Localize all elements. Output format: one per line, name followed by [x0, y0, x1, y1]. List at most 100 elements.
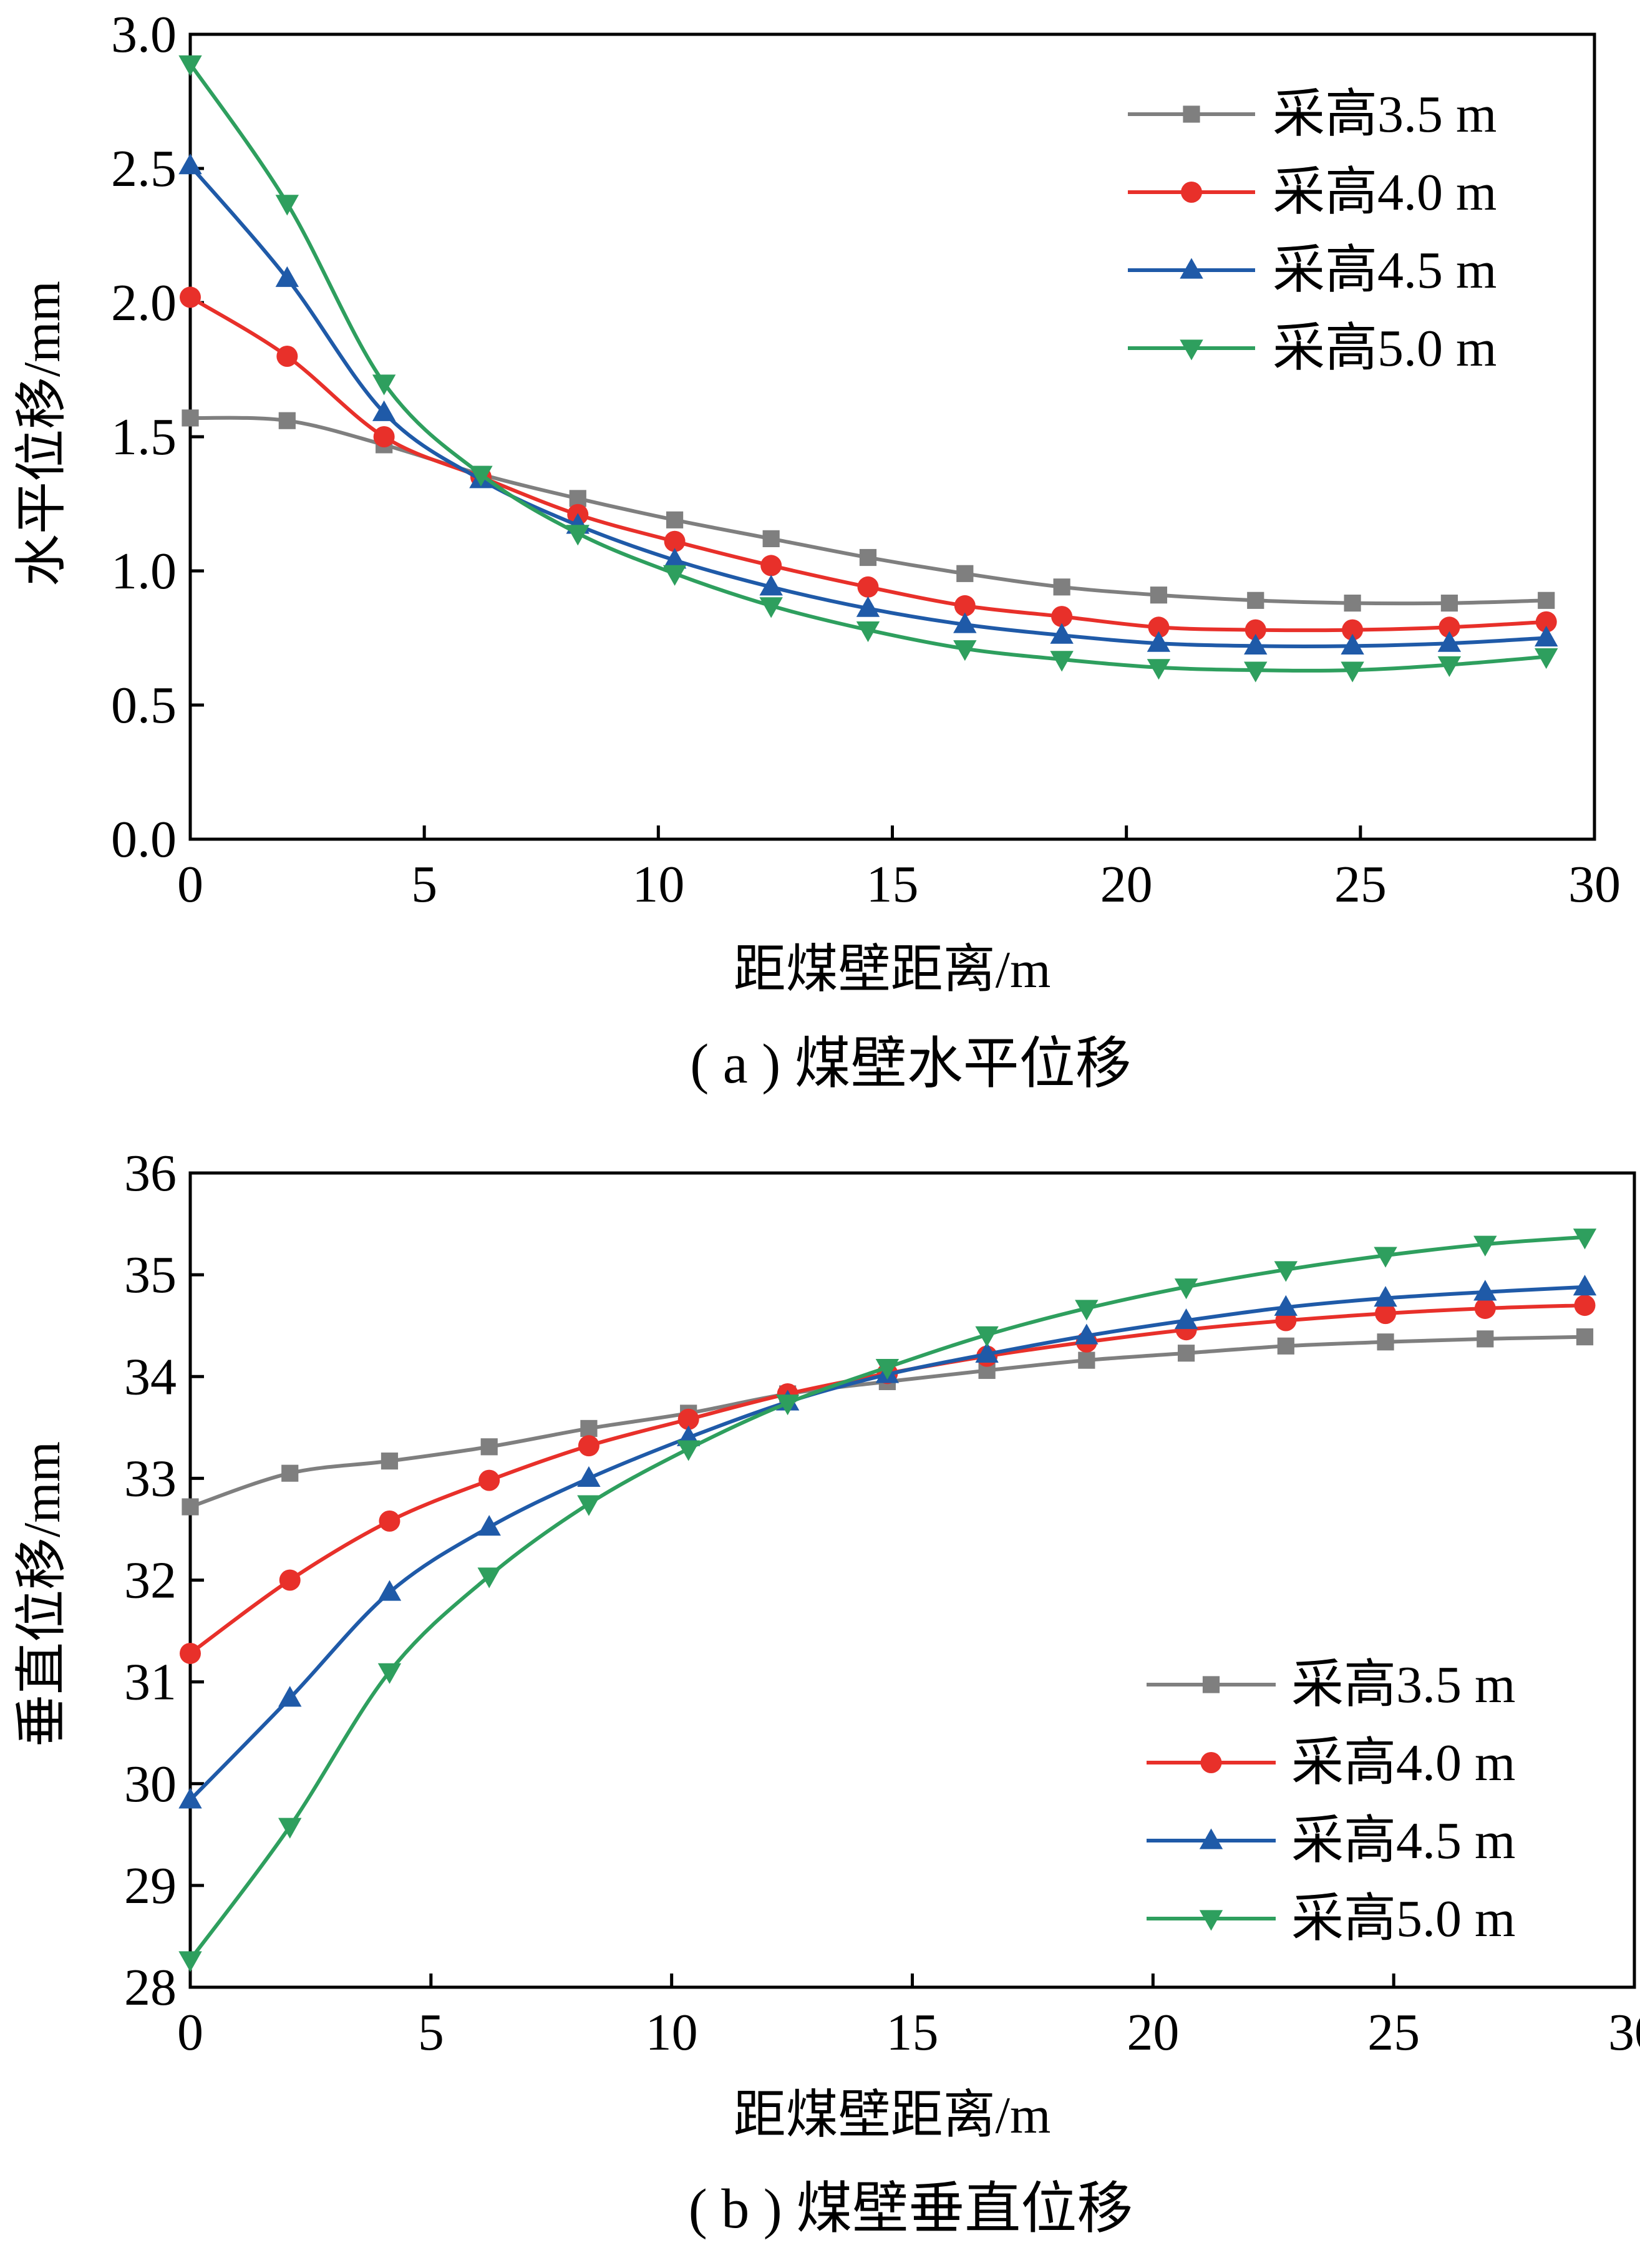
series-layer [178, 1229, 1597, 1972]
y-ticks: 0.0 0.5 1.0 1.5 2.0 2.5 3.0 [111, 6, 204, 869]
legend-marker [1180, 339, 1203, 361]
data-point [1277, 1337, 1294, 1355]
data-point [182, 1498, 199, 1516]
y-tick-label: 34 [124, 1348, 177, 1406]
series-triangle-up [178, 1275, 1597, 1809]
data-point [1574, 1295, 1596, 1317]
x-ticks: 0 5 10 15 20 25 30 [177, 1974, 1640, 2061]
legend-item: 采高4.5 m [1128, 241, 1497, 299]
legend-label: 采高4.0 m [1273, 163, 1497, 221]
legend-label: 采高3.5 m [1291, 1656, 1515, 1714]
data-point [666, 511, 684, 528]
data-point [953, 612, 977, 633]
series-layer [178, 55, 1558, 683]
data-point [182, 409, 199, 427]
data-point [1474, 1297, 1496, 1319]
data-point [275, 195, 299, 216]
x-tick-label: 5 [418, 2003, 444, 2061]
data-point [1247, 591, 1264, 609]
legend-label: 采高5.0 m [1273, 319, 1497, 377]
y-tick-label: 30 [124, 1755, 177, 1813]
data-point [759, 597, 783, 618]
data-point [1473, 1280, 1497, 1301]
data-point [1377, 1333, 1394, 1351]
series-line [190, 416, 1546, 606]
series-line [189, 1303, 1585, 1655]
y-tick-label: 3.0 [111, 6, 177, 64]
legend-marker [1199, 1910, 1223, 1931]
data-point [1576, 1328, 1594, 1346]
data-point [1274, 1295, 1298, 1316]
x-axis-title: 距煤壁距离/m [734, 941, 1051, 999]
data-point [1341, 661, 1364, 683]
data-point [662, 565, 687, 586]
data-point [1244, 661, 1268, 683]
y-tick-label: 0.0 [111, 810, 177, 869]
x-tick-label: 15 [866, 855, 919, 913]
legend-marker [1180, 258, 1203, 279]
legend-item: 采高5.0 m [1128, 319, 1497, 377]
x-tick-label: 20 [1127, 2003, 1179, 2061]
data-point [1174, 1308, 1198, 1330]
data-point [275, 266, 299, 287]
y-tick-label: 28 [124, 1959, 177, 2017]
data-point [1535, 611, 1557, 633]
data-point [577, 1495, 601, 1516]
data-point [1437, 656, 1462, 678]
data-point [664, 530, 686, 552]
x-tick-label: 5 [411, 855, 437, 913]
data-point [577, 1466, 601, 1487]
data-point [480, 1438, 498, 1456]
data-point [677, 1408, 699, 1430]
data-point [1245, 619, 1266, 641]
legend-item: 采高4.0 m [1128, 163, 1497, 221]
data-point [676, 1440, 701, 1461]
x-tick-label: 15 [886, 2003, 939, 2061]
series-triangle-down [178, 1229, 1597, 1972]
series-square [182, 1328, 1594, 1516]
x-tick-label: 25 [1334, 855, 1387, 913]
data-point [1538, 591, 1555, 609]
data-point [759, 575, 783, 596]
x-ticks: 0 5 10 15 20 25 30 [177, 825, 1621, 913]
x-tick-label: 30 [1608, 2003, 1640, 2061]
data-point [1244, 633, 1268, 655]
data-point [1050, 623, 1074, 644]
y-tick-label: 31 [124, 1653, 177, 1711]
y-tick-label: 35 [124, 1246, 177, 1304]
data-point [856, 621, 880, 643]
plot-frame [188, 32, 1596, 841]
y-tick-label: 29 [124, 1857, 177, 1915]
legend-item: 采高5.0 m [1147, 1890, 1515, 1948]
y-ticks: 28 29 30 31 32 33 34 35 36 [124, 1144, 204, 2017]
data-point [1535, 625, 1558, 647]
data-point [478, 1469, 500, 1491]
data-point [178, 153, 202, 175]
data-point [178, 1788, 202, 1809]
x-tick-label: 10 [632, 855, 684, 913]
data-point [180, 286, 201, 308]
y-tick-label: 33 [124, 1449, 177, 1507]
data-point [954, 595, 976, 616]
data-point [1341, 633, 1364, 655]
data-point [1078, 1351, 1095, 1369]
data-point [762, 530, 780, 547]
data-point [1573, 1229, 1597, 1250]
data-point [477, 1515, 501, 1536]
data-point [178, 55, 202, 76]
data-point [1344, 595, 1361, 612]
data-point [1535, 648, 1558, 669]
data-point [381, 1453, 399, 1470]
data-point [279, 1569, 301, 1591]
data-point [1148, 616, 1170, 638]
y-tick-label: 1.5 [111, 408, 177, 466]
data-point [578, 1435, 599, 1457]
legend: 采高3.5 m 采高4.0 m 采高4.5 m 采高5.0 m [1128, 85, 1497, 377]
data-point [580, 1419, 598, 1438]
data-point [477, 1567, 501, 1589]
legend-marker [1200, 1752, 1222, 1773]
data-point [1374, 1247, 1397, 1268]
x-tick-label: 30 [1568, 855, 1621, 913]
data-point [1473, 1235, 1497, 1257]
